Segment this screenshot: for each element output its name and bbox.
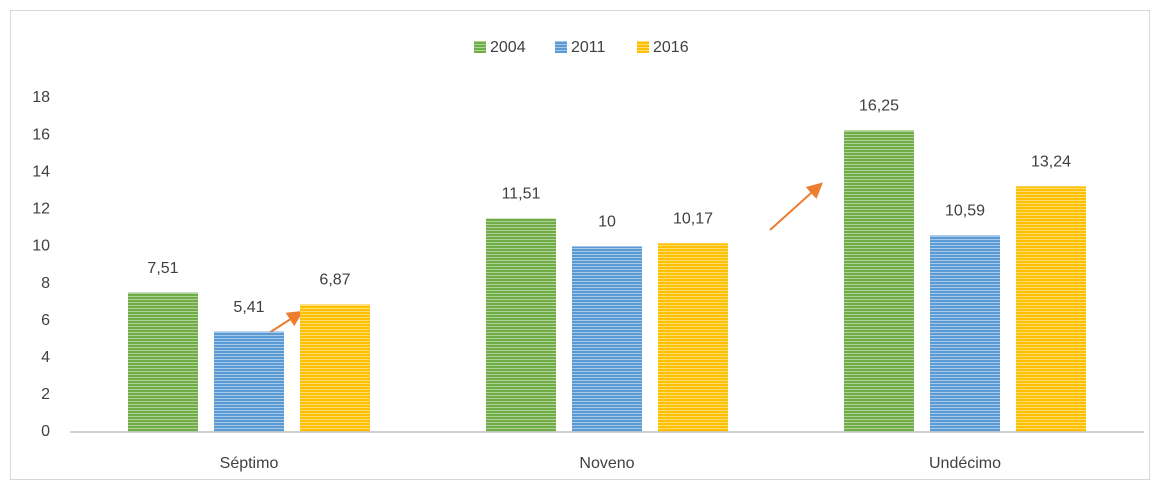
y-tick-label: 4 bbox=[41, 349, 50, 366]
bar bbox=[572, 246, 642, 432]
bar bbox=[930, 235, 1000, 432]
data-label: 10,59 bbox=[945, 203, 985, 220]
y-tick-label: 6 bbox=[41, 312, 50, 329]
data-label: 11,51 bbox=[502, 186, 541, 203]
y-tick-label: 0 bbox=[41, 423, 50, 440]
bar bbox=[486, 218, 556, 432]
legend-label: 2016 bbox=[653, 39, 689, 56]
x-tick-label: Noveno bbox=[579, 455, 634, 472]
bar bbox=[128, 292, 198, 432]
data-label: 10,17 bbox=[673, 211, 713, 228]
bar bbox=[844, 130, 914, 432]
y-tick-label: 10 bbox=[32, 238, 50, 255]
legend-label: 2011 bbox=[571, 39, 606, 56]
y-tick-label: 16 bbox=[32, 126, 50, 143]
y-tick-label: 12 bbox=[32, 201, 50, 218]
x-tick-label: Séptimo bbox=[220, 455, 279, 472]
y-tick-label: 8 bbox=[41, 275, 50, 292]
bar bbox=[658, 243, 728, 432]
legend-label: 2004 bbox=[490, 39, 526, 56]
bar bbox=[214, 331, 284, 432]
legend-swatch bbox=[637, 41, 649, 53]
y-tick-label: 14 bbox=[32, 163, 50, 180]
data-label: 7,51 bbox=[147, 260, 178, 277]
bar bbox=[1016, 186, 1086, 432]
data-label: 16,25 bbox=[859, 98, 899, 115]
data-label: 6,87 bbox=[319, 272, 350, 289]
y-tick-label: 2 bbox=[41, 386, 50, 403]
data-label: 5,41 bbox=[233, 299, 264, 316]
y-tick-label: 18 bbox=[32, 89, 50, 106]
legend-swatch bbox=[474, 41, 486, 53]
legend-swatch bbox=[555, 41, 567, 53]
bar bbox=[300, 304, 370, 432]
data-label: 10 bbox=[598, 214, 616, 231]
annotation-arrow bbox=[769, 182, 823, 231]
x-tick-label: Undécimo bbox=[929, 455, 1001, 472]
data-label: 13,24 bbox=[1031, 154, 1071, 171]
